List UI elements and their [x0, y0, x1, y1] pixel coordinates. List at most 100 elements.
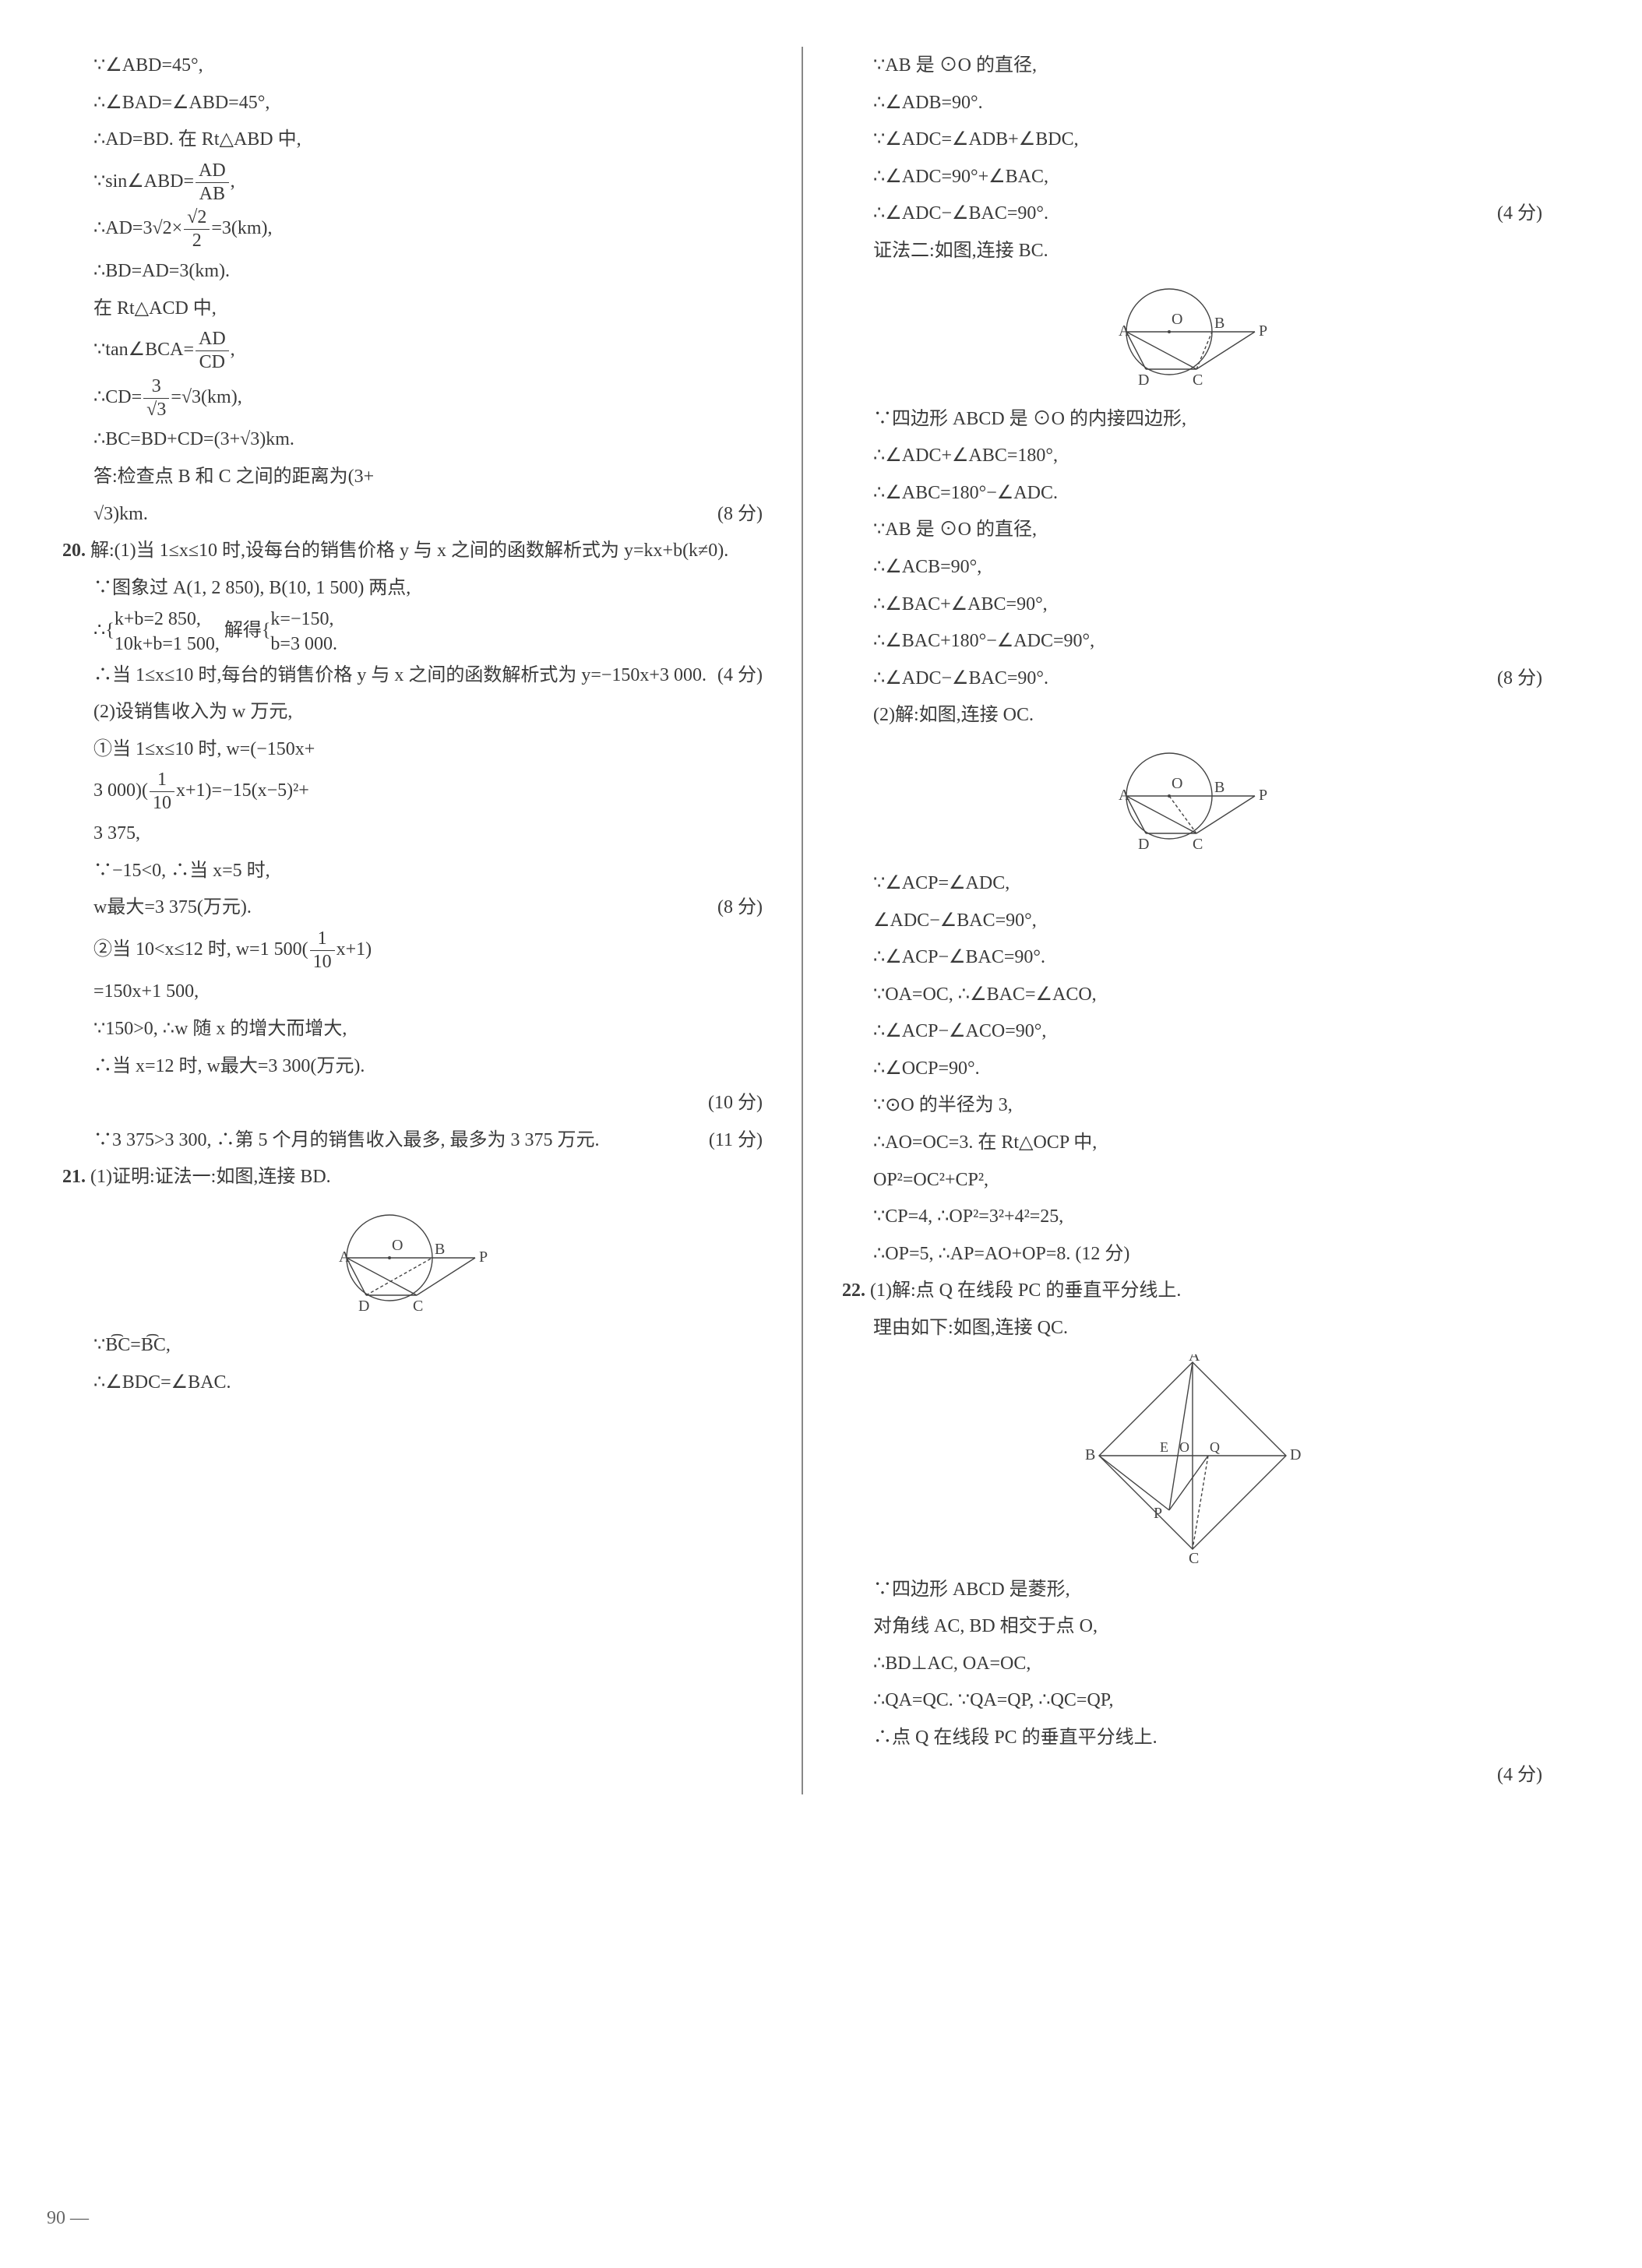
text: (1)证明:证法一:如图,连接 BD.: [90, 1167, 331, 1187]
label-P: P: [479, 1248, 488, 1266]
brace: k+b=2 850,10k+b=1 500,: [115, 608, 220, 656]
page-number: 90 —: [47, 2201, 89, 2237]
text: ∴AD=3√2×: [93, 218, 182, 238]
text: 解得: [224, 621, 262, 641]
text-line: ∵B͡C=B͡C,: [62, 1328, 763, 1364]
label-O: O: [1172, 775, 1182, 792]
score: (8 分): [1497, 661, 1542, 697]
text-line: (4 分): [842, 1758, 1542, 1794]
text-line: ①当 1≤x≤10 时, w=(−150x+: [62, 732, 763, 768]
text-line: ∵3 375>3 300, ∴第 5 个月的销售收入最多, 最多为 3 375 …: [62, 1123, 763, 1159]
text-line: ∵tan∠BCA=ADCD,: [62, 328, 763, 374]
label-E: E: [1160, 1439, 1168, 1455]
label-A: A: [339, 1248, 351, 1266]
text: ∴: [93, 621, 105, 641]
text-line: ∴∠BAC+∠ABC=90°,: [842, 587, 1542, 623]
text-line: ∴当 x=12 时, w最大=3 300(万元).: [62, 1049, 763, 1085]
numerator: AD: [196, 328, 229, 351]
page: ∵∠ABD=45°, ∴∠BAD=∠ABD=45°, ∴AD=BD. 在 Rt△…: [62, 47, 1542, 1794]
problem-22: 22. (1)解:点 Q 在线段 PC 的垂直平分线上.: [842, 1273, 1542, 1309]
text-line: ∴BD⊥AC, OA=OC,: [842, 1646, 1542, 1682]
fraction: ADAB: [196, 160, 229, 206]
text-line: ∴∠ADB=90°.: [842, 86, 1542, 122]
fraction: 3√3: [143, 375, 169, 421]
problem-21: 21. (1)证明:证法一:如图,连接 BD.: [62, 1160, 763, 1196]
circle-diagram-icon: A B P D C O: [1091, 277, 1294, 394]
label-B: B: [1214, 315, 1224, 332]
label-C: C: [1189, 1550, 1199, 1565]
text-line: ∴∠ADC−∠BAC=90°.(4 分): [842, 196, 1542, 232]
figure-rhombus: A B C D E O Q P: [842, 1354, 1542, 1565]
text-line: ∴∠BAC+180°−∠ADC=90°,: [842, 624, 1542, 660]
text: ∵sin∠ABD=: [93, 171, 194, 192]
text-line: ∴CD=3√3=√3(km),: [62, 375, 763, 421]
label-B: B: [1085, 1446, 1095, 1463]
label-D: D: [1138, 372, 1149, 389]
text-line: ∴当 1≤x≤10 时,每台的销售价格 y 与 x 之间的函数解析式为 y=−1…: [62, 658, 763, 694]
brace: k=−150,b=3 000.: [270, 608, 337, 656]
text-line: ∵∠ACP=∠ADC,: [842, 866, 1542, 902]
label-O: O: [1179, 1439, 1189, 1455]
text-line: 3 375,: [62, 816, 763, 852]
text-line: ∴∠ABC=180°−∠ADC.: [842, 476, 1542, 512]
label-B: B: [1214, 779, 1224, 796]
text: ∴∠ADC−∠BAC=90°.: [873, 203, 1048, 224]
text-line: ∴∠ACP−∠BAC=90°.: [842, 940, 1542, 976]
text: ∵3 375>3 300, ∴第 5 个月的销售收入最多, 最多为 3 375 …: [93, 1130, 600, 1150]
circle-diagram-icon: A B P D C O: [312, 1203, 514, 1320]
figure-circle-3: A B P D C O: [842, 741, 1542, 858]
text-line: ∴AO=OC=3. 在 Rt△OCP 中,: [842, 1125, 1542, 1161]
text-line: ∴∠OCP=90°.: [842, 1051, 1542, 1087]
numerator: 3: [143, 375, 169, 399]
label-P: P: [1259, 322, 1267, 340]
text: 解:(1)当 1≤x≤10 时,设每台的销售价格 y 与 x 之间的函数解析式为…: [90, 541, 728, 561]
rhombus-diagram-icon: A B C D E O Q P: [1076, 1354, 1309, 1565]
eq: b=3 000.: [270, 632, 337, 657]
text: x+1)=−15(x−5)²+: [176, 780, 309, 801]
text-line: 理由如下:如图,连接 QC.: [842, 1311, 1542, 1347]
text-line: 3 000)(110x+1)=−15(x−5)²+: [62, 769, 763, 815]
denominator: CD: [196, 351, 229, 374]
text: x+1): [337, 939, 372, 960]
text-line: (10 分): [62, 1086, 763, 1122]
text-line: ∵−15<0, ∴当 x=5 时,: [62, 854, 763, 889]
text-line: ∵∠ABD=45°,: [62, 48, 763, 84]
label-P: P: [1259, 787, 1267, 804]
text: ,: [231, 340, 235, 360]
text: w最大=3 375(万元).: [93, 897, 252, 917]
denominator: 2: [184, 230, 210, 252]
score: (8 分): [717, 890, 763, 926]
circle-diagram-icon: A B P D C O: [1091, 741, 1294, 858]
label-D: D: [358, 1298, 369, 1315]
text-line: (2)解:如图,连接 OC.: [842, 698, 1542, 734]
text: ∵tan∠BCA=: [93, 340, 194, 360]
fraction: 110: [310, 928, 335, 974]
text: =√3(km),: [171, 387, 241, 407]
problem-number: 20.: [62, 541, 86, 561]
text-line: 证法二:如图,连接 BC.: [842, 234, 1542, 269]
label-C: C: [413, 1298, 423, 1315]
label-A: A: [1119, 787, 1130, 804]
equation-system: ∴{k+b=2 850,10k+b=1 500, 解得{k=−150,b=3 0…: [62, 608, 763, 656]
eq: k=−150,: [270, 608, 337, 632]
label-O: O: [392, 1237, 403, 1254]
text-line: 对角线 AC, BD 相交于点 O,: [842, 1609, 1542, 1645]
left-column: ∵∠ABD=45°, ∴∠BAD=∠ABD=45°, ∴AD=BD. 在 Rt△…: [62, 47, 763, 1794]
text-line: √3)km.(8 分): [62, 497, 763, 533]
text-line: ∴∠ACB=90°,: [842, 550, 1542, 586]
text-line: ∴AD=BD. 在 Rt△ABD 中,: [62, 122, 763, 158]
text-line: ∵AB 是 ⊙O 的直径,: [842, 48, 1542, 84]
eq: 10k+b=1 500,: [115, 632, 220, 657]
text: (1)解:点 Q 在线段 PC 的垂直平分线上.: [870, 1280, 1181, 1301]
text-line: (2)设销售收入为 w 万元,: [62, 695, 763, 731]
text-line: ∵AB 是 ⊙O 的直径,: [842, 512, 1542, 548]
text: ,: [231, 171, 235, 192]
text-line: ∴∠ADC−∠BAC=90°.(8 分): [842, 661, 1542, 697]
text-line: ∴∠ACP−∠ACO=90°,: [842, 1014, 1542, 1050]
label-D: D: [1138, 836, 1149, 853]
text-line: ∴∠ADC+∠ABC=180°,: [842, 438, 1542, 474]
problem-number: 22.: [842, 1280, 865, 1301]
column-divider: [802, 47, 803, 1794]
numerator: AD: [196, 160, 229, 183]
text-line: =150x+1 500,: [62, 974, 763, 1010]
